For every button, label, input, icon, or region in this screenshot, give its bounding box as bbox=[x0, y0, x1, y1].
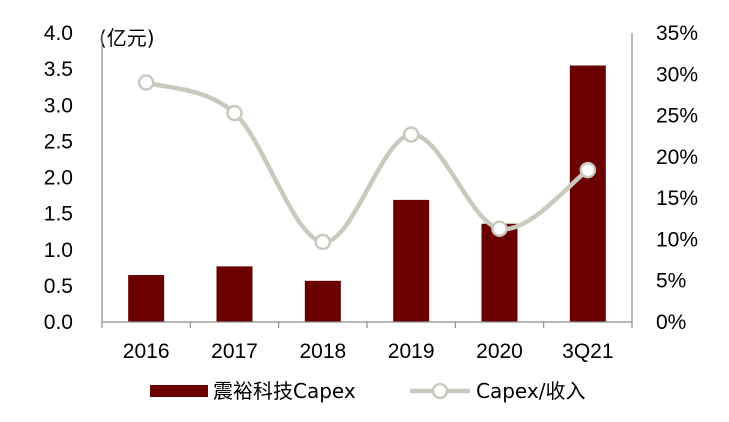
left-tick-label: 0.0 bbox=[44, 311, 73, 334]
left-axis-unit-label: (亿元) bbox=[99, 26, 155, 50]
legend-marker-capex-ratio bbox=[431, 382, 449, 400]
left-tick-label: 4.0 bbox=[44, 22, 73, 45]
capex-ratio-line bbox=[137, 74, 597, 251]
capex-ratio-point bbox=[314, 233, 332, 251]
capex-ratio-point bbox=[491, 220, 508, 237]
x-tick-label: 2019 bbox=[388, 340, 435, 363]
capex-bar bbox=[393, 199, 430, 322]
right-tick-label: 10% bbox=[656, 228, 698, 251]
right-tick-label: 15% bbox=[656, 187, 698, 210]
left-tick-label: 3.5 bbox=[44, 58, 73, 81]
left-tick-label: 2.0 bbox=[44, 167, 73, 190]
left-axis-ticks: 0.0 0.5 1.0 1.5 2.0 2.5 3.0 3.5 4.0 bbox=[44, 22, 73, 334]
left-tick-label: 1.0 bbox=[44, 239, 73, 262]
capex-ratio-point bbox=[137, 74, 155, 91]
left-tick-label: 3.0 bbox=[44, 94, 73, 117]
right-tick-label: 20% bbox=[656, 146, 698, 169]
axes bbox=[101, 33, 633, 328]
capex-bar bbox=[304, 280, 341, 322]
capex-bar bbox=[128, 275, 165, 322]
x-tick-label: 3Q21 bbox=[562, 340, 613, 363]
left-tick-label: 2.5 bbox=[44, 130, 73, 153]
right-tick-label: 30% bbox=[656, 63, 698, 86]
right-tick-label: 25% bbox=[656, 105, 698, 128]
capex-ratio-point bbox=[226, 104, 243, 122]
x-tick-label: 2018 bbox=[299, 340, 346, 363]
capex-ratio-point bbox=[579, 161, 597, 179]
capex-bar bbox=[216, 266, 253, 322]
right-tick-label: 0% bbox=[656, 311, 686, 334]
legend-label-capex-bar: 震裕科技Capex bbox=[213, 379, 356, 403]
right-tick-label: 35% bbox=[656, 22, 698, 45]
legend: 震裕科技Capex Capex/收入 bbox=[150, 379, 585, 403]
x-axis-tick-labels: 2016 2017 2018 2019 2020 3Q21 bbox=[123, 340, 614, 363]
capex-bars bbox=[128, 65, 606, 322]
capex-ratio-path bbox=[145, 80, 590, 245]
x-tick-label: 2017 bbox=[211, 340, 258, 363]
x-tick-label: 2016 bbox=[123, 340, 170, 363]
right-tick-label: 5% bbox=[656, 270, 686, 293]
capex-bar bbox=[481, 223, 518, 322]
capex-bar bbox=[569, 65, 606, 322]
left-tick-label: 1.5 bbox=[44, 203, 73, 226]
right-axis-ticks: 0% 5% 10% 15% 20% 25% 30% 35% bbox=[656, 22, 698, 334]
legend-swatch-capex-bar bbox=[150, 385, 208, 397]
x-tick-label: 2020 bbox=[476, 340, 523, 363]
left-tick-label: 0.5 bbox=[44, 275, 73, 298]
capex-ratio-point bbox=[402, 126, 420, 143]
legend-label-capex-ratio: Capex/收入 bbox=[476, 379, 585, 403]
